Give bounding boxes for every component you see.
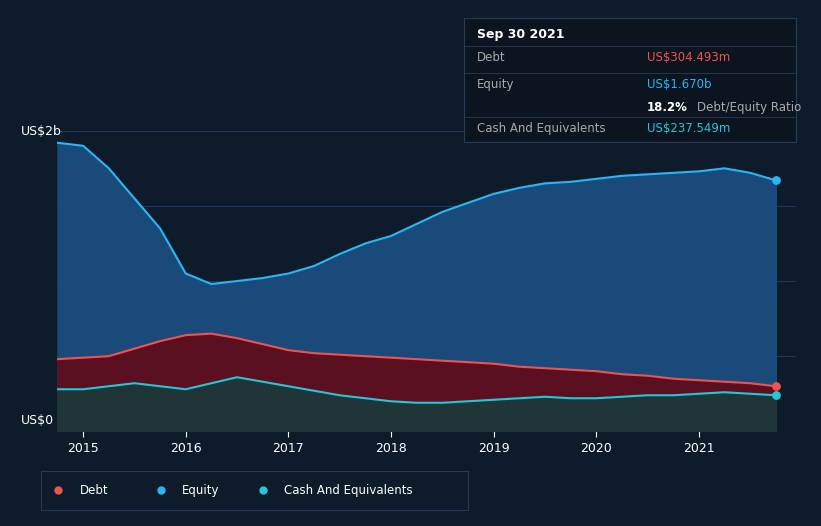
Text: Debt: Debt bbox=[477, 50, 506, 64]
Point bbox=[769, 391, 782, 399]
Text: US$1.670b: US$1.670b bbox=[647, 78, 711, 91]
Text: 18.2%: 18.2% bbox=[647, 101, 688, 114]
Text: US$304.493m: US$304.493m bbox=[647, 50, 730, 64]
Text: US$2b: US$2b bbox=[21, 125, 62, 138]
Text: Cash And Equivalents: Cash And Equivalents bbox=[284, 484, 413, 497]
Text: Debt/Equity Ratio: Debt/Equity Ratio bbox=[696, 101, 800, 114]
Text: US$0: US$0 bbox=[21, 414, 53, 427]
Text: Equity: Equity bbox=[182, 484, 219, 497]
Text: Debt: Debt bbox=[80, 484, 108, 497]
Text: US$237.549m: US$237.549m bbox=[647, 122, 730, 135]
Point bbox=[769, 176, 782, 185]
Text: Sep 30 2021: Sep 30 2021 bbox=[477, 28, 565, 42]
Text: Equity: Equity bbox=[477, 78, 515, 91]
Text: Cash And Equivalents: Cash And Equivalents bbox=[477, 122, 606, 135]
Point bbox=[769, 382, 782, 390]
